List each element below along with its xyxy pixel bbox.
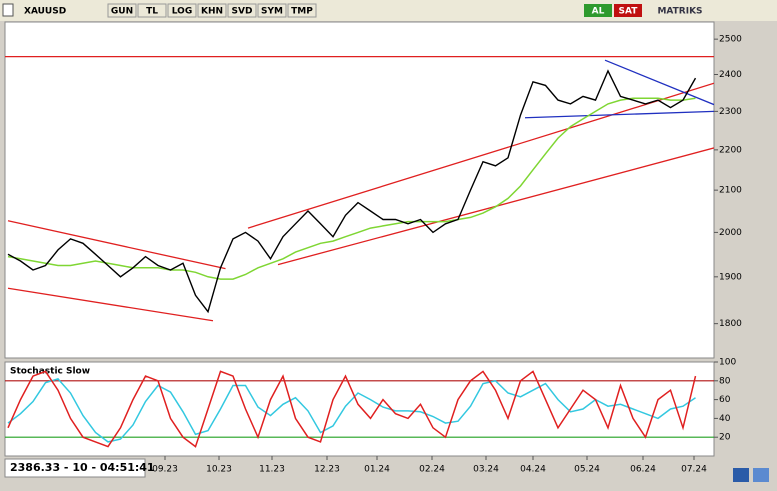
x-tick-label: 11.23 [259,465,285,475]
buy-label: AL [592,7,605,17]
toolbar-button-label: KHN [201,7,223,17]
x-tick-label: 10.23 [206,465,232,475]
series-line [7,97,696,280]
x-tick-label: 07.24 [681,465,707,475]
toolbar-button-label: LOG [172,7,192,17]
y-tick-label: 2500 [719,35,742,45]
menu-icon[interactable] [2,3,14,17]
buy-button[interactable] [584,4,612,17]
brand: MATRIKS [657,7,702,17]
x-tick-label: 01.24 [364,465,390,475]
panel-title: Stochastic Slow [10,367,90,377]
toolbar-button[interactable] [197,3,227,18]
x-tick-label: 04.24 [520,465,546,475]
toolbar-button-label: SVD [232,7,253,17]
y-tick-label: 40 [719,414,731,424]
trendline [7,287,214,322]
y-tick-label: 20 [719,433,731,443]
toolbar-button[interactable] [107,3,137,18]
series-line [7,378,696,443]
y-tick-label: 2000 [719,228,742,238]
y-tick-label: 60 [719,395,731,405]
x-tick-label: 09.23 [152,465,178,475]
toolbar-button-label: GUN [111,7,133,17]
trendline [524,110,714,119]
y-tick-label: 2300 [719,107,742,117]
stochastic-panel [4,361,715,457]
series-line [7,370,697,448]
trendline [7,220,226,270]
y-tick-label: 2200 [719,145,742,155]
y-tick-label: 1900 [719,272,742,282]
toolbar-button[interactable] [227,3,257,18]
toolbar-button[interactable] [257,3,287,18]
status-box [4,458,146,478]
toolbar-button[interactable] [137,3,167,18]
x-tick-label: 06.24 [630,465,656,475]
settings-icon[interactable] [733,468,749,482]
toolbar-button[interactable] [287,3,317,18]
sell-button[interactable] [614,4,642,17]
x-tick-label: 03.24 [473,465,499,475]
y-tick-label: 2100 [719,186,742,196]
y-tick-label: 1800 [719,319,742,329]
trendline [604,59,714,106]
symbol[interactable]: XAUUSD [24,7,66,17]
sell-label: SAT [619,7,639,17]
trendline [247,82,714,229]
x-tick-label: 12.23 [314,465,340,475]
status-text: 2386.33 - 10 - 04:51:41 [10,461,155,474]
toolbar-button-label: SYM [261,7,283,17]
toolbar-button-label: TL [146,7,158,17]
y-tick-label: 100 [719,358,736,368]
toolbar-button-label: TMP [291,7,313,17]
y-tick-label: 2400 [719,70,742,80]
x-tick-label: 02.24 [419,465,445,475]
window-icon[interactable] [753,468,769,482]
series-line [7,69,697,314]
price-panel [4,21,715,359]
x-tick-label: 05.24 [574,465,600,475]
y-tick-label: 80 [719,376,731,386]
toolbar-button[interactable] [167,3,197,18]
